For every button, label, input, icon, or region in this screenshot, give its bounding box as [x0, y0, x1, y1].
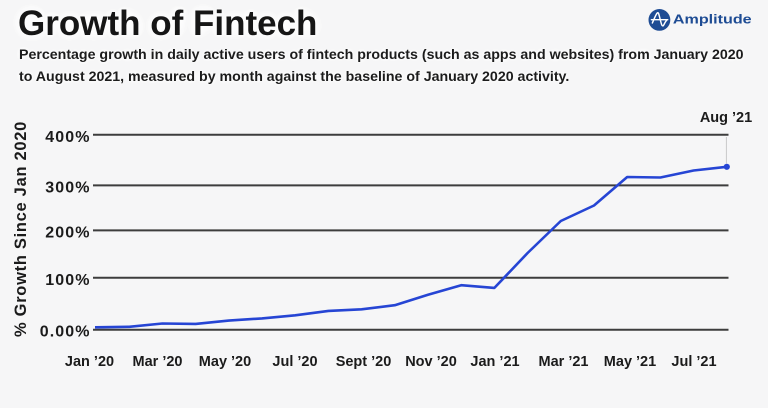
svg-text:Jul ’21: Jul ’21 [671, 354, 716, 370]
svg-text:% Growth Since Jan 2020: % Growth Since Jan 2020 [12, 121, 30, 337]
svg-text:Jan ’21: Jan ’21 [470, 354, 519, 370]
svg-text:Nov ’20: Nov ’20 [405, 354, 457, 370]
svg-text:Aug ’21: Aug ’21 [700, 110, 752, 126]
svg-text:May ’20: May ’20 [199, 354, 251, 370]
svg-text:Jul ’20: Jul ’20 [272, 354, 317, 370]
svg-text:100%: 100% [45, 272, 90, 289]
svg-text:Jan ’20: Jan ’20 [65, 354, 114, 370]
svg-text:400%: 400% [45, 129, 90, 146]
svg-text:Mar ’21: Mar ’21 [539, 354, 589, 370]
svg-text:Sept ’20: Sept ’20 [336, 354, 392, 370]
svg-text:0.00%: 0.00% [40, 323, 91, 340]
svg-text:May ’21: May ’21 [604, 354, 656, 370]
svg-text:Mar ’20: Mar ’20 [133, 354, 183, 370]
svg-text:300%: 300% [45, 179, 90, 196]
svg-text:200%: 200% [45, 224, 90, 241]
svg-text:Amplitude: Amplitude [673, 13, 752, 27]
